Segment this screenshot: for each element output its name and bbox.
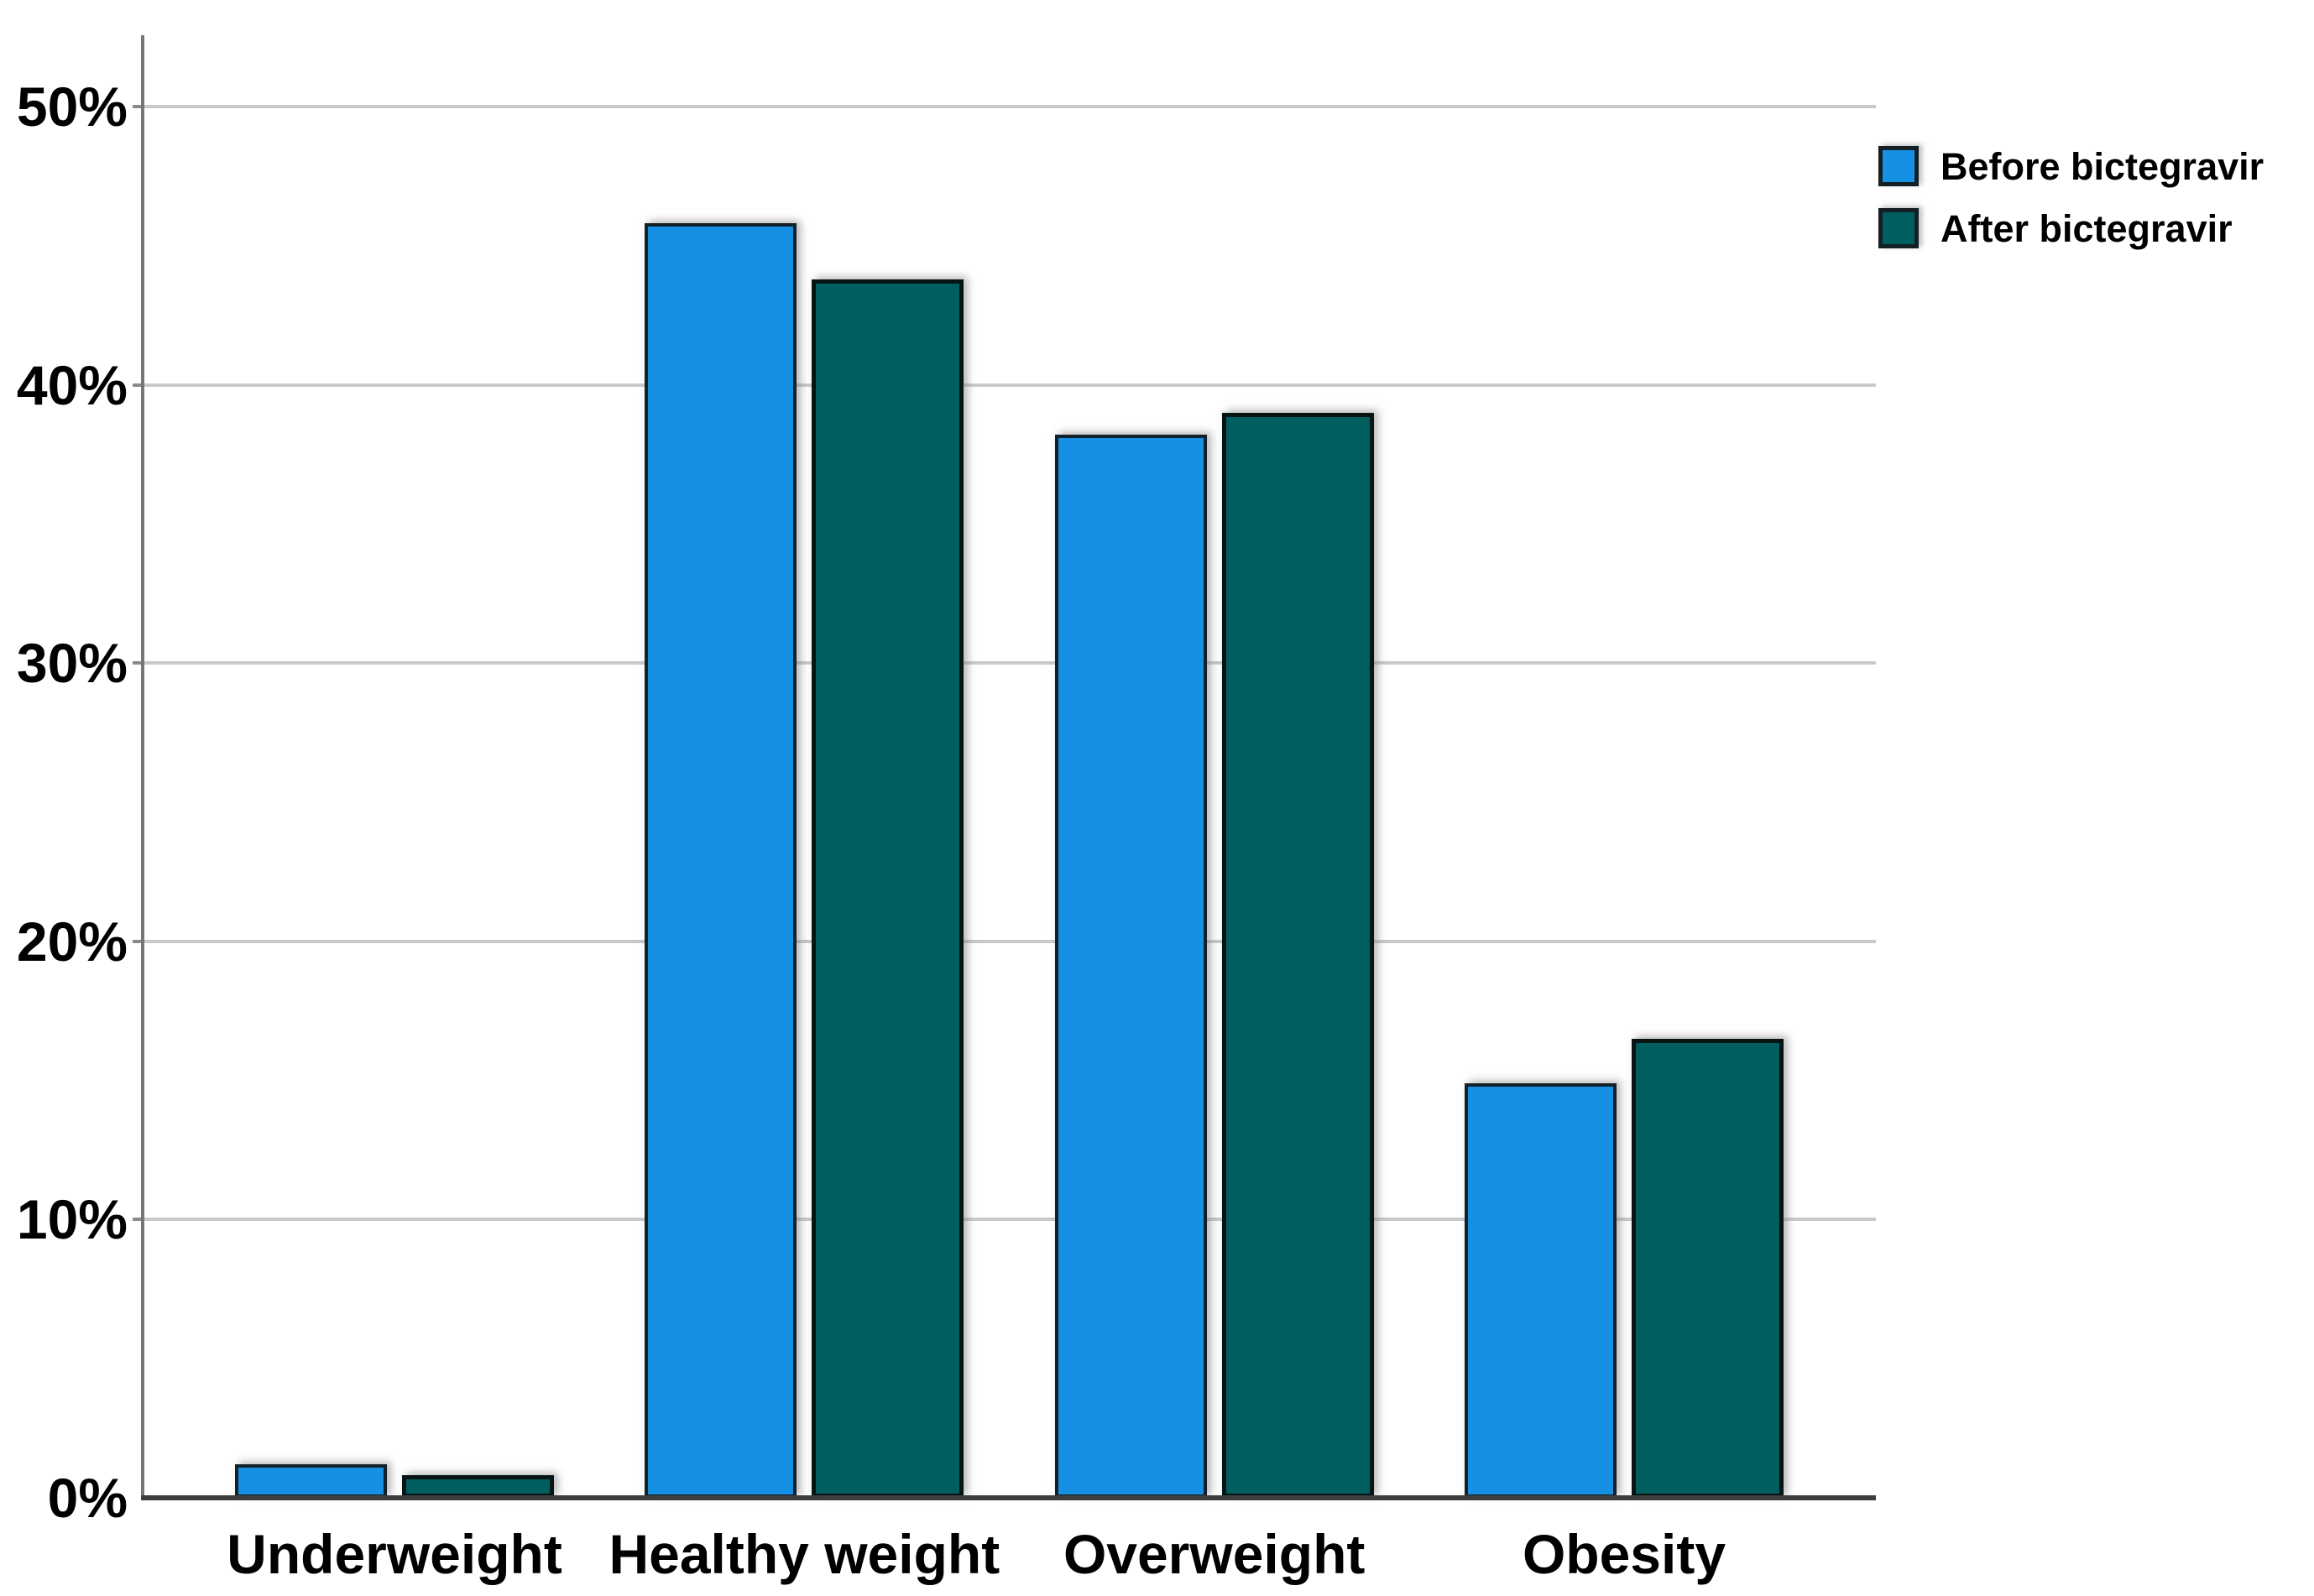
x-axis-label-overweight: Overweight [1063, 1523, 1366, 1585]
legend-swatch-before [1878, 146, 1919, 186]
y-tick-10pct [133, 1218, 143, 1222]
bar-before-overweight [1054, 435, 1207, 1498]
gridline-20pct [143, 939, 1876, 943]
x-axis-label-obesity: Obesity [1522, 1523, 1726, 1585]
y-axis-label-40pct: 40% [16, 353, 128, 416]
y-axis-label-50pct: 50% [16, 76, 128, 138]
y-tick-30pct [133, 661, 143, 665]
legend: Before bictegravir After bictegravir [1878, 146, 2314, 270]
y-axis-label-10pct: 10% [16, 1188, 128, 1251]
legend-label-before: Before bictegravir [1941, 144, 2264, 188]
y-axis-label-20pct: 20% [16, 910, 128, 973]
y-tick-50pct [133, 105, 143, 108]
x-axis-label-underweight: Underweight [227, 1523, 562, 1585]
y-axis-line [141, 35, 144, 1500]
x-axis-line [141, 1495, 1876, 1500]
bar-after-underweight [402, 1475, 554, 1498]
gridline-10pct [143, 1218, 1876, 1222]
y-axis-label-30pct: 30% [16, 632, 128, 695]
gridline-40pct [143, 383, 1876, 387]
y-tick-20pct [133, 939, 143, 943]
bar-after-overweight [1221, 413, 1374, 1498]
bar-before-obesity [1465, 1083, 1617, 1498]
y-axis-label-0pct: 0% [47, 1467, 128, 1529]
bar-before-healthy-weight [645, 223, 797, 1498]
x-axis-label-healthy-weight: Healthy weight [609, 1523, 1000, 1585]
legend-swatch-after [1878, 208, 1919, 248]
bar-after-healthy-weight [812, 279, 964, 1498]
legend-item-after: After bictegravir [1878, 208, 2233, 248]
gridline-50pct [143, 105, 1876, 108]
bar-after-obesity [1632, 1039, 1784, 1498]
legend-item-before: Before bictegravir [1878, 146, 2264, 186]
gridline-30pct [143, 661, 1876, 665]
y-tick-40pct [133, 383, 143, 387]
bar-before-underweight [235, 1464, 387, 1498]
legend-label-after: After bictegravir [1941, 206, 2233, 250]
